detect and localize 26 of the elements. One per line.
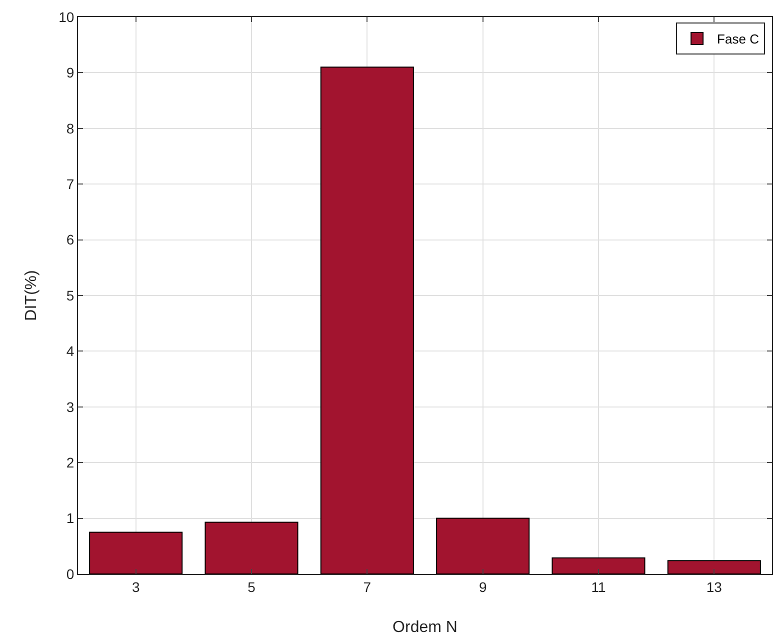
x-tick-label: 3 [132, 578, 140, 595]
y-tick-label: 3 [66, 398, 74, 415]
bar [89, 532, 183, 574]
y-tick-label: 9 [66, 64, 74, 81]
y-tick-label: 7 [66, 176, 74, 192]
legend-label: Fase C [717, 32, 759, 47]
x-tick-label: 13 [706, 578, 722, 595]
bar [667, 560, 761, 574]
x-tick-label: 11 [591, 578, 606, 595]
y-tick-label: 4 [66, 343, 74, 360]
x-tick-label: 7 [363, 578, 372, 595]
y-tick-label: 6 [66, 232, 74, 248]
bar [320, 66, 414, 574]
x-axis-title: Ordem N [392, 619, 458, 636]
bar [436, 518, 530, 574]
x-tick-label: 9 [478, 578, 487, 595]
y-tick-label: 5 [66, 287, 74, 304]
bar [552, 557, 646, 574]
y-tick-label: 10 [58, 8, 74, 25]
bar [204, 522, 298, 574]
y-tick-label: 0 [66, 566, 74, 582]
x-tick-label: 5 [248, 578, 256, 595]
y-tick-label: 1 [66, 510, 74, 526]
y-axis-title: DIT(%) [23, 270, 40, 321]
y-tick-label: 2 [66, 454, 74, 470]
y-tick-label: 8 [66, 120, 74, 136]
